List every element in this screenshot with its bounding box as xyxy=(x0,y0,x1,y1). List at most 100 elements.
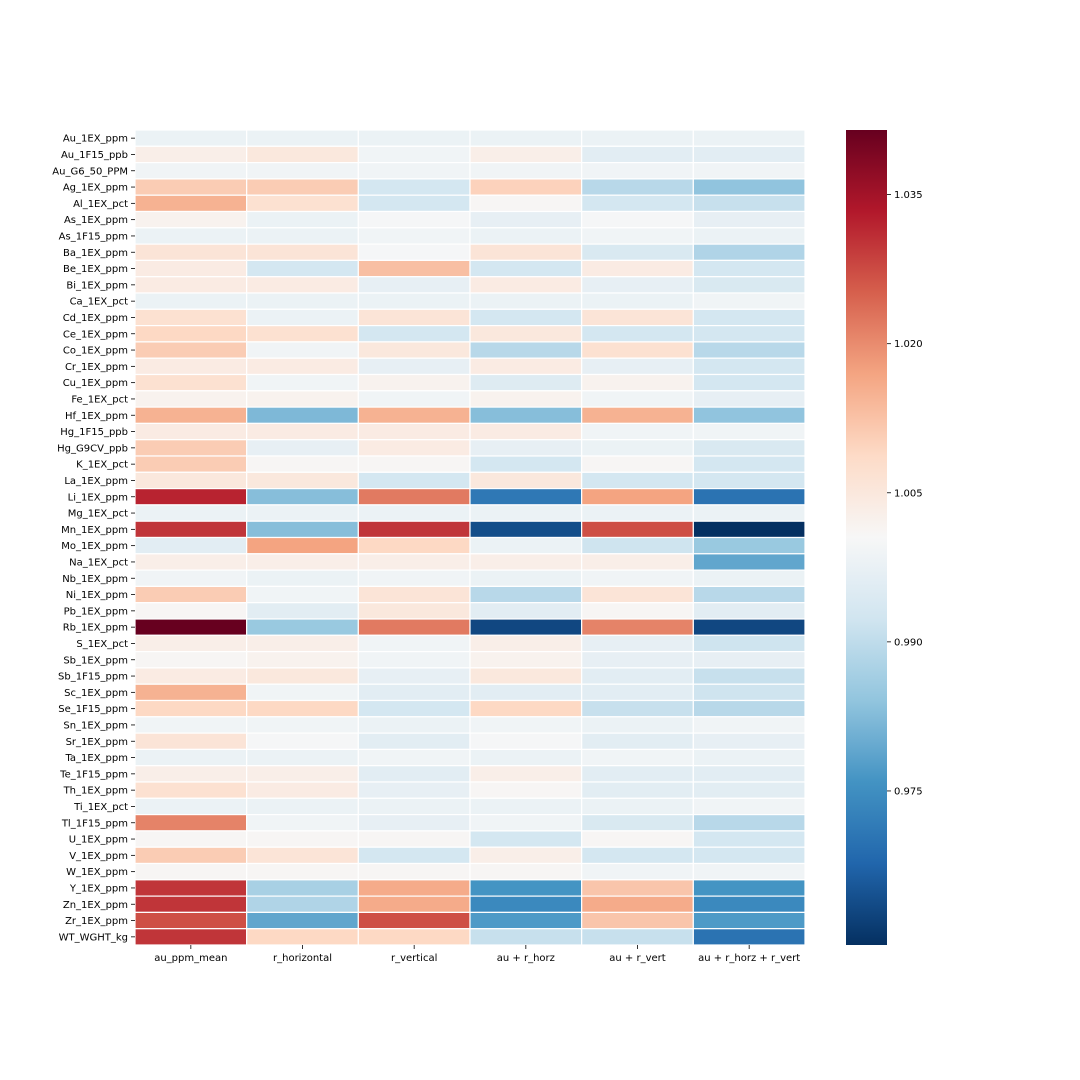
heatmap-cell xyxy=(469,341,583,359)
row-label: S_1EX_pct xyxy=(76,639,128,650)
row-label: Zr_1EX_ppm xyxy=(65,916,128,927)
heatmap-cell xyxy=(692,569,806,587)
heatmap-cell xyxy=(581,162,694,180)
heatmap-cell xyxy=(469,259,583,278)
heatmap-cell xyxy=(357,699,471,718)
heatmap-cell xyxy=(581,634,694,653)
heatmap-cell xyxy=(246,813,359,832)
heatmap-cell xyxy=(134,455,248,473)
row-label: Mg_1EX_pct xyxy=(68,509,128,520)
heatmap-cell xyxy=(357,162,471,180)
heatmap-cell xyxy=(692,716,806,734)
heatmap-cell xyxy=(134,928,248,946)
heatmap-cell xyxy=(134,325,248,343)
heatmap-cell xyxy=(692,162,806,180)
heatmap-cell xyxy=(692,325,806,343)
heatmap-cell xyxy=(357,618,471,636)
heatmap-cell xyxy=(134,716,248,734)
row-label: Cu_1EX_ppm xyxy=(63,378,128,389)
row-label: Be_1EX_ppm xyxy=(63,264,128,275)
heatmap-cell xyxy=(692,667,806,685)
row-label: Au_1EX_ppm xyxy=(63,134,128,145)
row-label: Mn_1EX_ppm xyxy=(61,525,128,536)
heatmap-cell xyxy=(469,129,583,147)
heatmap-cell xyxy=(692,178,806,196)
heatmap-cell xyxy=(357,357,471,376)
heatmap-cell xyxy=(469,553,583,571)
heatmap-cell xyxy=(246,602,359,620)
heatmap-cell xyxy=(134,341,248,359)
heatmap-cell xyxy=(581,748,694,767)
row-label: Li_1EX_ppm xyxy=(68,492,128,503)
heatmap-cell xyxy=(692,455,806,473)
heatmap-cell xyxy=(692,129,806,147)
heatmap-cell xyxy=(246,129,359,147)
heatmap-cell xyxy=(469,813,583,832)
heatmap-cell xyxy=(581,422,694,441)
row-label: V_1EX_ppm xyxy=(69,851,128,862)
heatmap-cell xyxy=(469,732,583,750)
heatmap-cell xyxy=(246,455,359,473)
heatmap-cell xyxy=(581,846,694,865)
heatmap-cell xyxy=(469,243,583,262)
heatmap-cell xyxy=(246,748,359,767)
heatmap-cell xyxy=(581,911,694,930)
heatmap-cell xyxy=(134,488,248,506)
heatmap-cell xyxy=(134,667,248,685)
heatmap-cell xyxy=(246,488,359,506)
row-label: Ag_1EX_ppm xyxy=(63,183,128,194)
heatmap-cell xyxy=(134,618,248,636)
heatmap-cell xyxy=(469,227,583,245)
row-label: Hg_G9CV_ppb xyxy=(57,443,128,454)
heatmap-cell xyxy=(581,439,694,457)
heatmap-cell xyxy=(246,797,359,816)
row-label: Co_1EX_ppm xyxy=(63,346,128,357)
heatmap-cell xyxy=(469,520,583,539)
heatmap-cell xyxy=(581,569,694,587)
heatmap-cell xyxy=(581,390,694,408)
heatmap-cell xyxy=(469,471,583,490)
heatmap-cell xyxy=(246,520,359,539)
heatmap-cell xyxy=(246,145,359,164)
heatmap-cell xyxy=(357,911,471,930)
row-label: Sb_1EX_ppm xyxy=(63,655,128,666)
heatmap-cell xyxy=(581,732,694,750)
heatmap-cell xyxy=(134,243,248,262)
heatmap-cell xyxy=(581,243,694,262)
heatmap-cell xyxy=(246,699,359,718)
heatmap-cell xyxy=(692,471,806,490)
row-label: Al_1EX_pct xyxy=(73,199,128,210)
heatmap-cell xyxy=(134,699,248,718)
heatmap-cell xyxy=(469,504,583,522)
heatmap-cell xyxy=(246,846,359,865)
heatmap-cell xyxy=(469,276,583,294)
heatmap-cell xyxy=(581,308,694,327)
heatmap-cell xyxy=(357,406,471,425)
heatmap-cell xyxy=(134,748,248,767)
heatmap-cell xyxy=(692,390,806,408)
heatmap-cell xyxy=(692,862,806,881)
heatmap-cell xyxy=(134,797,248,816)
heatmap-cell xyxy=(357,846,471,865)
heatmap-cell xyxy=(469,830,583,848)
heatmap-cell xyxy=(581,455,694,473)
heatmap-cell xyxy=(134,895,248,913)
row-label: Th_1EX_ppm xyxy=(63,786,128,797)
heatmap-cell xyxy=(692,504,806,522)
heatmap-cell xyxy=(357,292,471,310)
heatmap-cell xyxy=(357,194,471,213)
heatmap-cell xyxy=(246,194,359,213)
heatmap-cell xyxy=(581,765,694,783)
row-label: La_1EX_ppm xyxy=(64,476,128,487)
heatmap-cell xyxy=(469,683,583,702)
heatmap-cell xyxy=(469,928,583,946)
heatmap-cell xyxy=(581,667,694,685)
row-label: Sr_1EX_ppm xyxy=(66,737,128,748)
heatmap-cell xyxy=(357,569,471,587)
heatmap-cell xyxy=(357,129,471,147)
heatmap-cell xyxy=(357,536,471,555)
heatmap-cell xyxy=(357,585,471,604)
row-label: Te_1F15_ppm xyxy=(59,769,128,780)
heatmap-cell xyxy=(692,895,806,913)
heatmap-cell xyxy=(581,585,694,604)
